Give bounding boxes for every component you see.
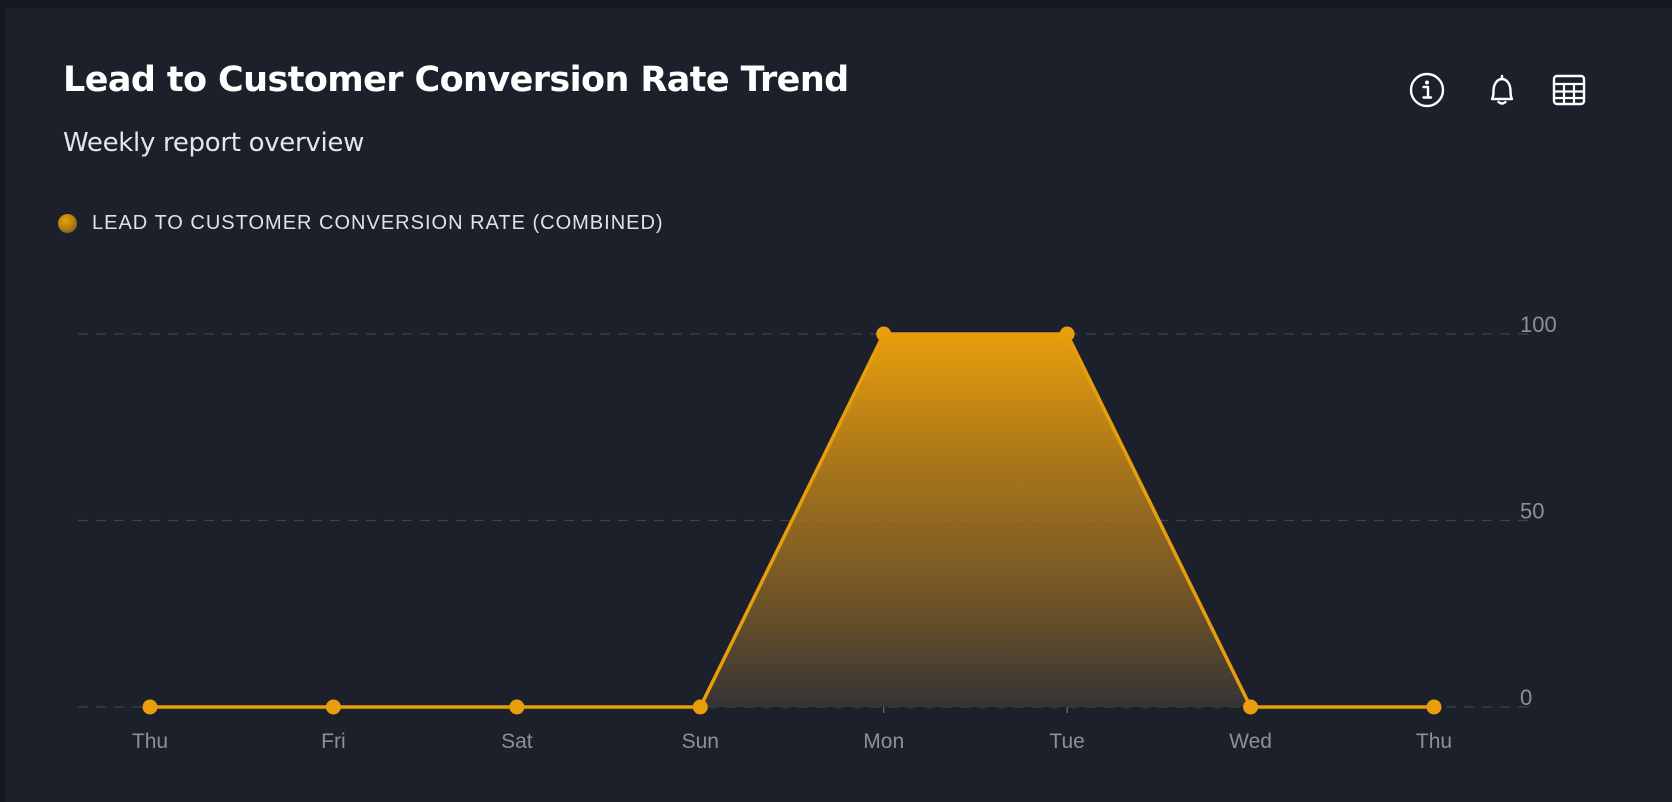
legend-marker — [58, 214, 77, 233]
data-point[interactable] — [509, 699, 525, 715]
data-point[interactable] — [1426, 699, 1442, 715]
chart-subtitle: Weekly report overview — [63, 128, 365, 158]
x-tick-label: Thu — [1416, 730, 1452, 753]
chart-title: Lead to Customer Conversion Rate Trend — [63, 60, 849, 100]
data-point[interactable] — [692, 699, 708, 715]
data-point[interactable] — [876, 326, 892, 342]
table-icon — [1552, 74, 1586, 106]
x-tick-label: Fri — [321, 730, 346, 753]
series-points — [142, 326, 1442, 715]
series-line — [150, 332, 1434, 709]
y-axis-labels: 0 50 100 — [1520, 312, 1557, 710]
y-tick-label: 50 — [1520, 499, 1544, 524]
data-point[interactable] — [325, 699, 341, 715]
x-tick-label: Sat — [501, 730, 533, 753]
y-tick-label: 0 — [1520, 685, 1532, 710]
x-tick-label: Thu — [132, 730, 168, 753]
info-icon — [1409, 72, 1445, 108]
data-point[interactable] — [1243, 699, 1259, 715]
x-tick-label: Mon — [863, 730, 904, 753]
info-button[interactable] — [1405, 68, 1449, 112]
x-tick-label: Wed — [1229, 730, 1272, 753]
chart-legend[interactable]: LEAD TO CUSTOMER CONVERSION RATE (COMBIN… — [58, 212, 664, 235]
table-view-button[interactable] — [1547, 68, 1591, 112]
data-point[interactable] — [142, 699, 158, 715]
chart-toolbar — [0, 68, 1672, 112]
x-tick-label: Tue — [1049, 730, 1084, 753]
bell-icon — [1490, 74, 1514, 105]
series-path — [150, 332, 1434, 709]
x-axis-labels: Thu Fri Sat Sun Mon Tue Wed Thu — [132, 730, 1452, 753]
data-point[interactable] — [1059, 326, 1075, 342]
x-tick-label: Sun — [682, 730, 719, 753]
y-tick-label: 100 — [1520, 312, 1557, 337]
legend-label: LEAD TO CUSTOMER CONVERSION RATE (COMBIN… — [92, 212, 664, 234]
alert-button[interactable] — [1480, 68, 1524, 112]
